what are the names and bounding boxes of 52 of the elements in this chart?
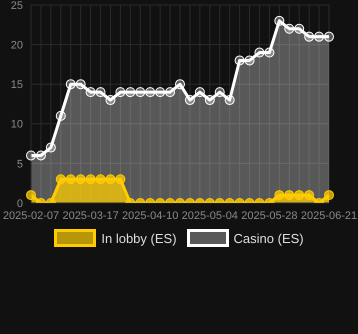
point: [76, 79, 86, 90]
point: [274, 16, 284, 26]
point: [86, 87, 96, 98]
y-tick-label: 25: [10, 0, 23, 12]
point: [56, 174, 66, 184]
point: [324, 32, 334, 42]
y-tick-label: 20: [10, 40, 23, 52]
point: [244, 55, 255, 66]
point: [105, 95, 116, 106]
point: [204, 95, 215, 106]
point: [26, 150, 36, 160]
point: [314, 32, 324, 42]
point: [125, 87, 136, 98]
point: [264, 48, 274, 58]
x-tick-label: 2025-04-10: [122, 210, 178, 222]
point: [155, 87, 166, 98]
point: [115, 87, 126, 98]
point: [165, 87, 176, 98]
point: [46, 142, 56, 153]
y-tick-label: 5: [16, 158, 23, 170]
point: [214, 87, 225, 98]
point: [294, 24, 304, 34]
point: [66, 174, 76, 184]
point: [96, 174, 106, 184]
point: [184, 95, 195, 106]
x-tick-label: 2025-02-07: [2, 210, 60, 222]
point: [86, 174, 96, 184]
legend-label: In lobby (ES): [101, 230, 177, 246]
point: [36, 150, 46, 160]
point: [304, 32, 314, 42]
y-tick-label: 0: [16, 198, 23, 210]
x-tick-label: 2025-06-21: [300, 210, 358, 222]
y-tick-label: 15: [10, 79, 23, 92]
point: [254, 48, 264, 58]
point: [96, 87, 106, 98]
point: [56, 110, 66, 121]
point: [194, 87, 205, 98]
point: [145, 87, 156, 98]
point: [105, 174, 116, 184]
point: [224, 95, 235, 106]
point: [234, 55, 245, 66]
point: [284, 24, 294, 34]
point: [135, 87, 146, 98]
legend-label: Casino (ES): [234, 230, 304, 246]
x-tick-label: 2025-05-04: [182, 210, 238, 222]
x-tick-label: 2025-03-17: [62, 210, 119, 222]
point: [115, 174, 126, 184]
x-tick-label: 2025-05-28: [241, 210, 298, 222]
point: [175, 79, 185, 90]
point: [66, 79, 76, 90]
y-tick-label: 10: [10, 118, 23, 131]
point: [76, 174, 86, 184]
